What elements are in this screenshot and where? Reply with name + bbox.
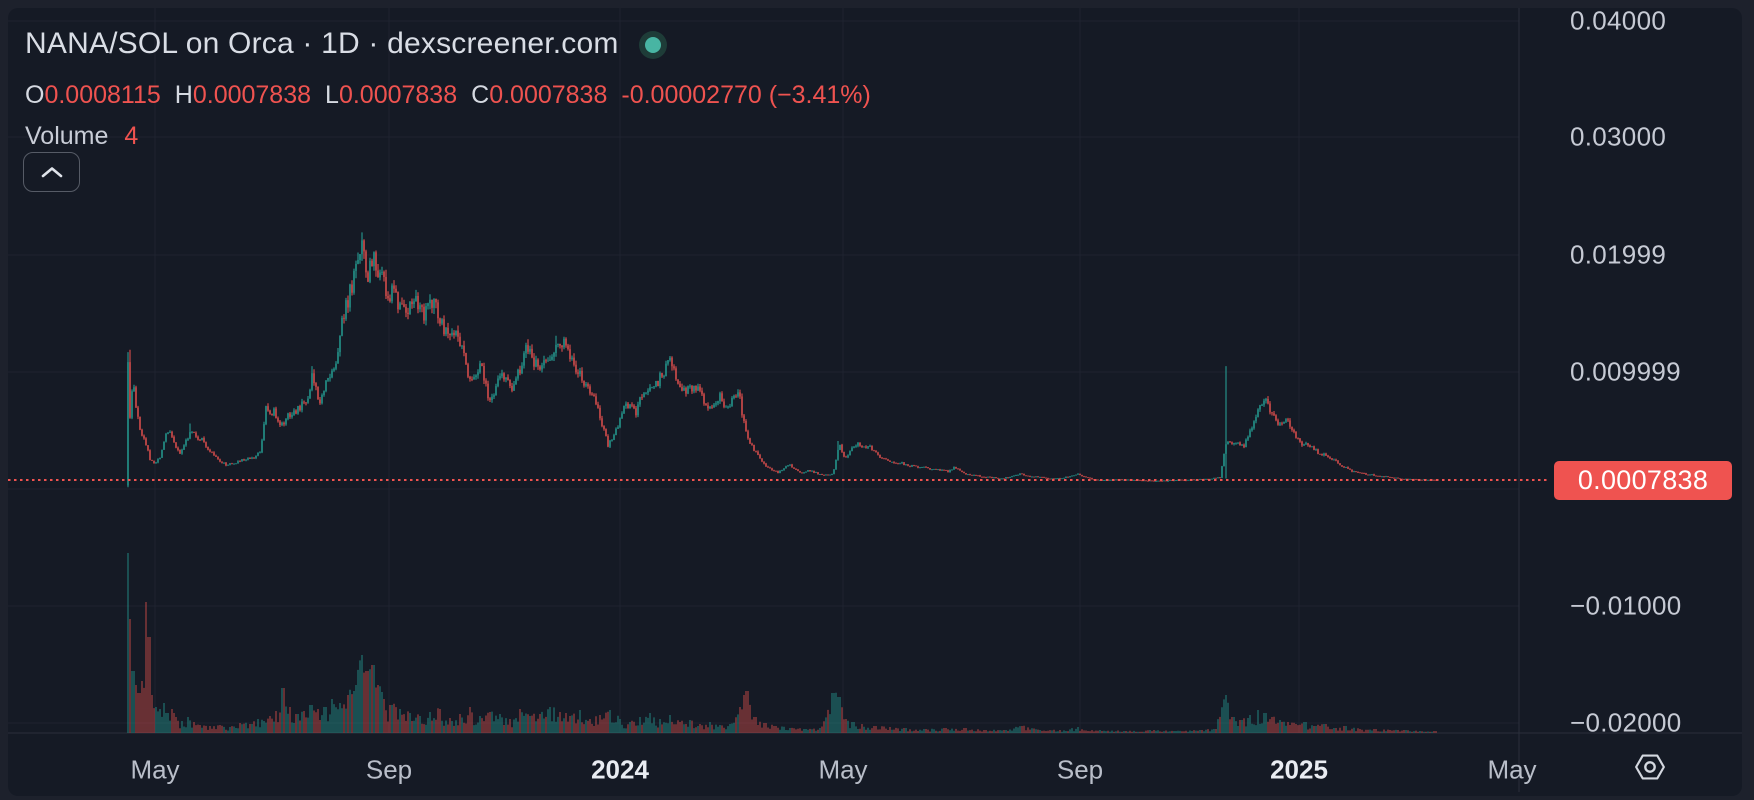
high-label: H: [174, 81, 193, 109]
volume-label: Volume: [25, 122, 109, 150]
price-axis-label: 0.03000: [1570, 121, 1667, 152]
price-axis-label: −0.01000: [1570, 590, 1682, 621]
chevron-up-icon: [41, 167, 62, 178]
time-axis-label: May: [130, 754, 180, 785]
close-value: 0.0007838: [489, 81, 608, 109]
open-label: O: [25, 81, 45, 109]
collapse-legend-button[interactable]: [23, 152, 80, 192]
time-axis-label: 2025: [1270, 754, 1328, 785]
time-axis-label: 2024: [591, 754, 649, 785]
low-label: L: [325, 81, 339, 109]
price-chart[interactable]: [8, 8, 1742, 796]
volume-value: 4: [124, 122, 139, 150]
status-dot: [644, 37, 661, 53]
hexagon-nut-icon: [1635, 754, 1665, 780]
last-price-badge: 0.0007838: [1554, 461, 1732, 500]
price-axis-label: 0.04000: [1570, 8, 1667, 36]
chart-settings-button[interactable]: [1633, 752, 1667, 782]
price-axis-label: 0.009999: [1570, 356, 1681, 387]
time-axis-label: May: [818, 754, 868, 785]
last-price-value: 0.0007838: [1577, 465, 1709, 495]
time-axis-label: Sep: [1056, 754, 1104, 785]
chart-panel: NANA/SOL on Orca · 1D · dexscreener.com …: [8, 8, 1742, 796]
low-value: 0.0007838: [338, 81, 458, 109]
chart-title: NANA/SOL on Orca · 1D · dexscreener.com: [25, 27, 619, 60]
time-axis-label: Sep: [365, 754, 413, 785]
close-label: C: [471, 81, 490, 109]
time-axis-label: May: [1487, 754, 1537, 785]
change-value: -0.00002770 (−3.41%): [621, 81, 871, 109]
volume-readout: Volume 4: [25, 121, 871, 151]
high-value: 0.0007838: [192, 81, 312, 109]
open-value: 0.0008115: [44, 81, 161, 109]
price-axis-label: 0.01999: [1570, 239, 1667, 270]
price-axis-label: −0.02000: [1570, 707, 1682, 738]
ohlc-readout: O0.0008115 H0.0007838 L0.0007838 C0.0007…: [25, 80, 871, 110]
